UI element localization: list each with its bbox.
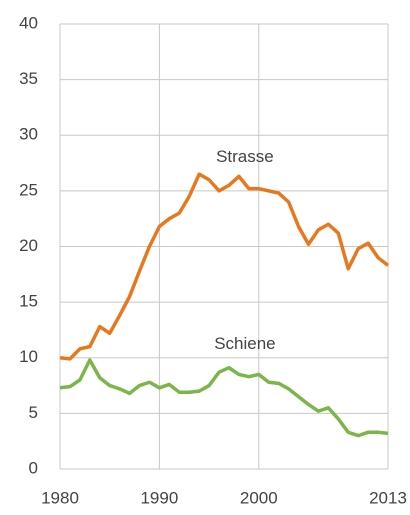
series-label: Strasse [216,147,274,166]
y-tick-label: 35 [19,69,38,88]
series-line [59,358,389,438]
series-line [59,172,390,361]
y-tick-label: 0 [29,458,38,477]
x-tick-label: 2013 [369,488,407,507]
x-tick-label: 2000 [240,488,278,507]
x-tick-label: 1980 [41,488,79,507]
series-label: Schiene [214,334,275,353]
y-tick-label: 30 [19,125,38,144]
y-tick-label: 15 [19,292,38,311]
y-tick-label: 10 [19,347,38,366]
y-tick-label: 40 [19,13,38,32]
x-tick-label: 1990 [140,488,178,507]
y-tick-label: 25 [19,180,38,199]
y-tick-label: 5 [29,403,38,422]
y-tick-label: 20 [19,236,38,255]
